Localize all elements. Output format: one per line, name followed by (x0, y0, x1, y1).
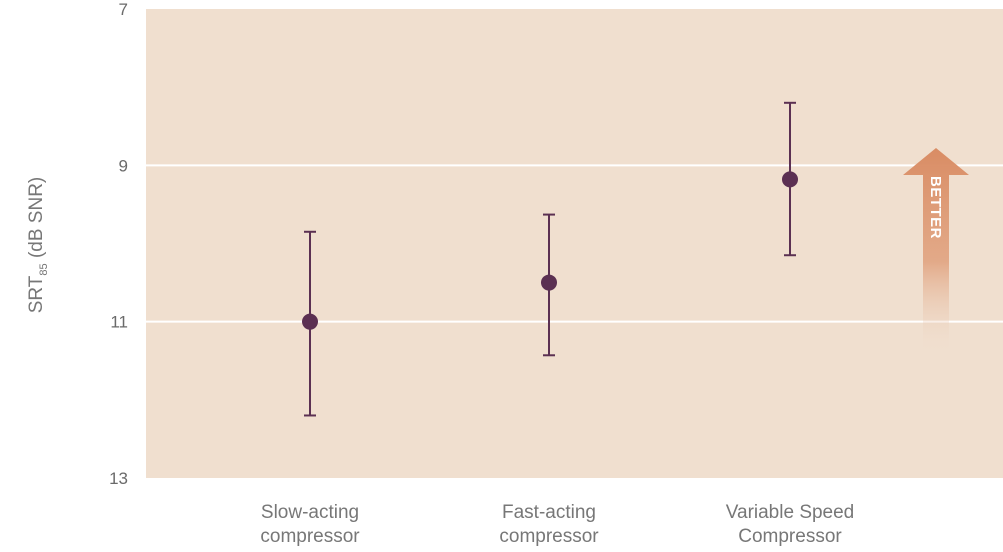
data-point (782, 171, 798, 188)
better-arrow: BETTER (903, 148, 969, 355)
y-tick-label: 7 (119, 0, 128, 19)
x-category-label-line: Variable Speed (726, 502, 855, 523)
data-point (302, 313, 318, 330)
x-category-label-line: Slow-acting (261, 502, 359, 523)
x-category-label-line: Compressor (738, 526, 842, 547)
plot-area (146, 9, 1003, 478)
gridlines (146, 164, 1003, 323)
x-category-label: Slow-acting compressor (260, 502, 360, 547)
x-category-label-line: compressor (499, 526, 599, 547)
x-category-label: Variable Speed Compressor (726, 502, 855, 547)
y-axis-ticks: 7 9 11 13 (109, 0, 128, 488)
x-category-label-line: Fast-acting (502, 502, 596, 523)
data-points (302, 171, 798, 330)
x-axis-categories: Slow-acting compressor Fast-acting compress… (260, 502, 854, 547)
y-axis-label-prefix: SRT (26, 275, 47, 313)
y-axis-label: SRT85 (dB SNR) (26, 177, 50, 314)
y-tick-label: 9 (119, 156, 128, 175)
better-label: BETTER (927, 176, 944, 239)
data-point (541, 274, 557, 291)
y-axis-label-suffix: (dB SNR) (26, 177, 47, 264)
y-tick-label: 13 (109, 469, 128, 488)
y-tick-label: 11 (110, 313, 128, 332)
x-category-label-line: compressor (260, 526, 360, 547)
y-axis-label-subscript: 85 (38, 263, 50, 275)
x-category-label: Fast-acting compressor (499, 502, 599, 547)
arrow-up-icon (903, 148, 969, 355)
